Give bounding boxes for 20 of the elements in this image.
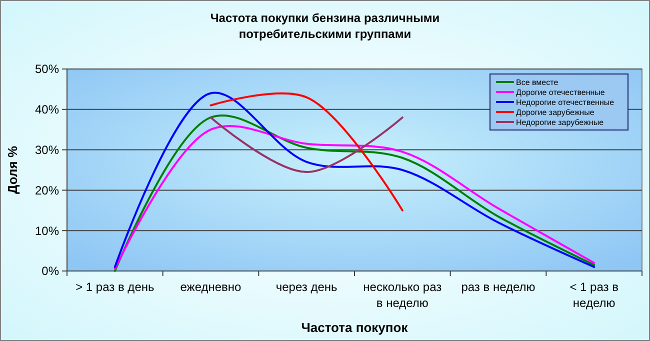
x-tick-label: несколько раз в неделю (363, 280, 442, 310)
y-tick-label: 50% (34, 62, 60, 76)
legend-label: Дорогие отечественные (516, 88, 606, 97)
x-tick-label: < 1 раз в неделю (570, 280, 618, 310)
legend-label: Все вместе (516, 78, 559, 87)
x-axis-title: Частота покупок (301, 320, 408, 335)
legend-label: Недорогие зарубежные (516, 118, 604, 127)
y-tick-label: 30% (34, 143, 60, 157)
y-tick-label: 40% (34, 102, 60, 117)
y-tick-label: 10% (34, 224, 60, 238)
legend-label: Дорогие зарубежные (516, 108, 595, 117)
legend-label: Недорогие отечественные (516, 98, 615, 107)
y-axis-title: Доля % (5, 146, 20, 194)
x-tick-label: раз в неделю (461, 280, 536, 294)
y-tick-label: 20% (34, 183, 60, 198)
x-tick-label: через день (276, 280, 338, 294)
x-tick-label: > 1 раз в день (76, 280, 154, 294)
y-tick-label: 0% (42, 264, 60, 278)
chart-title: Частота покупки бензина различными потребительскими группами (210, 11, 440, 41)
x-tick-label: ежедневно (180, 280, 242, 294)
